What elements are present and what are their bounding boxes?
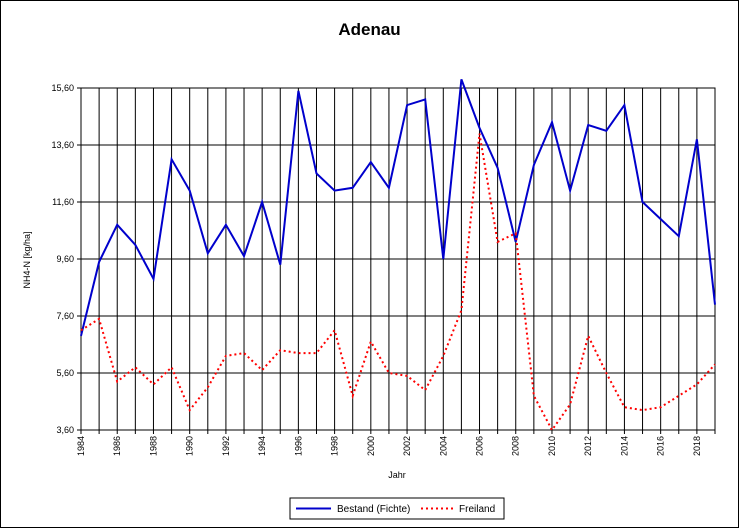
y-tick-label: 11,60 — [52, 197, 74, 207]
x-tick-label: 2002 — [402, 436, 412, 456]
y-tick-label: 3,60 — [56, 425, 74, 435]
series-line-bestand — [80, 79, 716, 337]
x-tick-label: 2010 — [547, 436, 557, 456]
x-tick-label: 2008 — [511, 436, 521, 456]
x-tick-label: 2006 — [475, 436, 485, 456]
x-tick-label: 1994 — [257, 436, 267, 456]
x-axis-label: Jahr — [388, 470, 406, 480]
x-tick-label: 1998 — [330, 436, 340, 456]
x-tick-label: 1992 — [221, 436, 231, 456]
x-tick-label: 2016 — [656, 436, 666, 456]
legend-label: Freiland — [459, 504, 495, 515]
y-tick-label: 13,60 — [51, 140, 74, 150]
x-tick-label: 2012 — [583, 436, 593, 456]
x-tick-label: 1996 — [293, 436, 303, 456]
y-axis-label: NH4-N [kg/ha] — [22, 231, 32, 288]
x-tick-label: 1986 — [112, 436, 122, 456]
legend-label: Bestand (Fichte) — [337, 504, 410, 515]
series-group — [80, 79, 716, 432]
y-tick-label: 15,60 — [51, 83, 74, 93]
x-tick-label: 1988 — [148, 436, 158, 456]
x-tick-label: 1990 — [185, 436, 195, 456]
axes: 3,60 5,60 7,60 9,60 11,60 13,60 15,60 1984 1986 1… — [51, 83, 716, 456]
x-tick-label: 1984 — [76, 436, 86, 456]
x-tick-label: 2000 — [366, 436, 376, 456]
x-tick-label: 2014 — [619, 436, 629, 456]
legend: Bestand (Fichte) Freiland — [289, 497, 505, 520]
x-tick-label: 2004 — [438, 436, 448, 456]
y-tick-label: 9,60 — [56, 254, 74, 264]
legend-box — [289, 497, 505, 520]
chart-title: Adenau — [338, 20, 401, 39]
y-tick-label: 5,60 — [56, 368, 74, 378]
x-tick-label: 2018 — [692, 436, 702, 456]
y-tick-label: 7,60 — [56, 311, 74, 321]
